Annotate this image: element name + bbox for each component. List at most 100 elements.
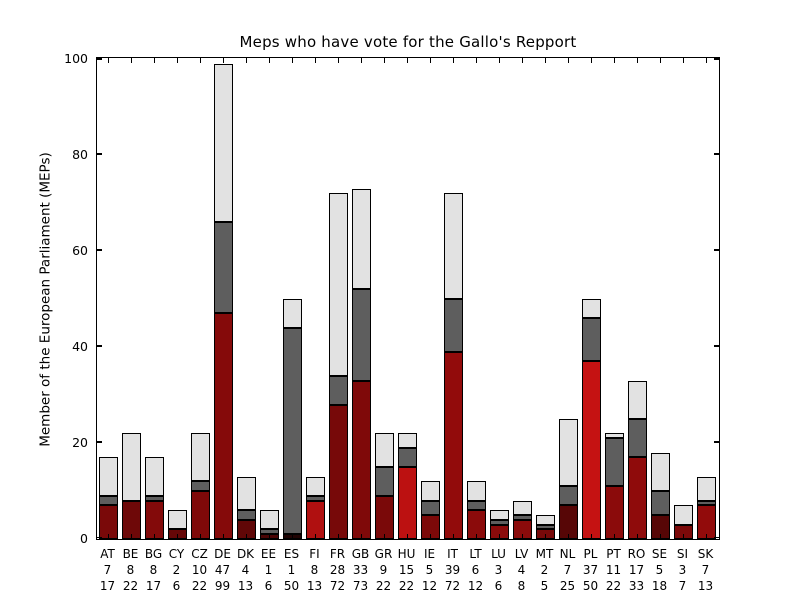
- bar-GB-red-segment: [352, 380, 371, 539]
- bar-FI-lightgray-segment: [306, 476, 325, 496]
- bar-ES-darkgray-segment: [283, 327, 302, 535]
- y-tick-label-40: 40: [72, 338, 88, 354]
- x-tick-bottom: [153, 534, 156, 539]
- x-tick-top: [199, 58, 202, 63]
- bar-PL-darkgray-segment: [582, 318, 601, 362]
- y-tick-label-100: 100: [64, 50, 88, 66]
- x-tick-bottom: [314, 534, 317, 539]
- bar-ES-lightgray-segment: [283, 299, 302, 328]
- chart-title: Meps who have vote for the Gallo's Reppo…: [239, 33, 577, 51]
- bar-EE-lightgray-segment: [260, 510, 279, 530]
- x-tick-bottom: [107, 534, 110, 539]
- y-tick-right: [714, 249, 719, 251]
- x-tick-label-EE: EE 1 6: [260, 547, 277, 593]
- bar-MT-darkgray-segment: [536, 524, 555, 530]
- x-tick-label-SK: SK 7 13: [697, 547, 714, 593]
- bar-DK-darkgray-segment: [237, 510, 256, 520]
- x-tick-top: [314, 58, 317, 63]
- x-tick-bottom: [406, 534, 409, 539]
- bar-AT-darkgray-segment: [99, 495, 118, 506]
- x-tick-top: [636, 58, 639, 63]
- bar-IT-lightgray-segment: [444, 193, 463, 299]
- y-tick-right: [714, 58, 719, 60]
- bar-BG-lightgray-segment: [145, 457, 164, 496]
- x-tick-top: [682, 58, 685, 63]
- bar-DE-lightgray-segment: [214, 63, 233, 223]
- x-tick-bottom: [498, 534, 501, 539]
- bar-GB-darkgray-segment: [352, 289, 371, 381]
- bar-SK-darkgray-segment: [697, 500, 716, 506]
- x-tick-bottom: [590, 534, 593, 539]
- bar-GR-darkgray-segment: [375, 467, 394, 496]
- bar-PT-darkgray-segment: [605, 438, 624, 487]
- x-tick-label-GB: GB 33 73: [351, 547, 370, 593]
- x-tick-label-LV: LV 4 8: [514, 547, 529, 593]
- bar-GR-red-segment: [375, 495, 394, 539]
- bar-NL-lightgray-segment: [559, 419, 578, 487]
- x-tick-bottom: [360, 534, 363, 539]
- x-tick-bottom: [544, 534, 547, 539]
- y-tick-label-80: 80: [72, 146, 88, 162]
- x-tick-label-MT: MT 2 5: [535, 547, 554, 593]
- y-tick-left: [97, 345, 102, 347]
- x-tick-label-FI: FI 8 13: [306, 547, 323, 593]
- bar-EE-darkgray-segment: [260, 529, 279, 535]
- bar-DE-red-segment: [214, 313, 233, 539]
- x-tick-bottom: [452, 534, 455, 539]
- x-tick-label-AT: AT 7 17: [99, 547, 116, 593]
- bar-PL-red-segment: [582, 361, 601, 539]
- x-tick-label-HU: HU 15 22: [397, 547, 416, 593]
- x-tick-label-SI: SI 3 7: [676, 547, 689, 593]
- bar-FR-red-segment: [329, 404, 348, 539]
- x-tick-bottom: [222, 534, 225, 539]
- bar-FR-darkgray-segment: [329, 375, 348, 405]
- x-tick-top: [452, 58, 455, 63]
- bar-PT-red-segment: [605, 486, 624, 539]
- bar-LT-lightgray-segment: [467, 481, 486, 501]
- x-tick-label-PT: PT 11 22: [605, 547, 622, 593]
- x-tick-label-FR: FR 28 72: [329, 547, 346, 593]
- bar-DE-darkgray-segment: [214, 222, 233, 314]
- x-tick-bottom: [659, 534, 662, 539]
- x-tick-label-DK: DK 4 13: [236, 547, 255, 593]
- bar-FR-lightgray-segment: [329, 193, 348, 376]
- bar-IE-lightgray-segment: [421, 481, 440, 501]
- x-tick-top: [590, 58, 593, 63]
- x-tick-label-DE: DE 47 99: [214, 547, 231, 593]
- x-tick-bottom: [521, 534, 524, 539]
- x-tick-top: [153, 58, 156, 63]
- x-tick-bottom: [268, 534, 271, 539]
- bar-IT-darkgray-segment: [444, 299, 463, 352]
- y-tick-right: [714, 345, 719, 347]
- x-tick-bottom: [705, 534, 708, 539]
- x-tick-bottom: [613, 534, 616, 539]
- x-tick-label-ES: ES 1 50: [283, 547, 300, 593]
- bar-IT-red-segment: [444, 351, 463, 539]
- x-tick-bottom: [475, 534, 478, 539]
- bar-GB-lightgray-segment: [352, 188, 371, 290]
- bar-PT-lightgray-segment: [605, 433, 624, 439]
- x-tick-top: [544, 58, 547, 63]
- x-tick-top: [567, 58, 570, 63]
- bar-CY-lightgray-segment: [168, 510, 187, 530]
- bar-LV-lightgray-segment: [513, 500, 532, 515]
- bar-RO-red-segment: [628, 457, 647, 539]
- bar-LV-darkgray-segment: [513, 515, 532, 520]
- plot-area: [96, 57, 720, 540]
- x-tick-label-IT: IT 39 72: [444, 547, 461, 593]
- x-tick-label-IE: IE 5 12: [421, 547, 438, 593]
- bar-BE-lightgray-segment: [122, 433, 141, 501]
- x-tick-label-BE: BE 8 22: [122, 547, 139, 593]
- y-tick-left: [97, 58, 102, 60]
- x-tick-top: [429, 58, 432, 63]
- y-tick-label-20: 20: [72, 434, 88, 450]
- x-tick-label-RO: RO 17 33: [627, 547, 646, 593]
- x-tick-top: [337, 58, 340, 63]
- x-tick-label-PL: PL 37 50: [582, 547, 599, 593]
- bar-RO-lightgray-segment: [628, 380, 647, 419]
- x-tick-top: [107, 58, 110, 63]
- bar-NL-darkgray-segment: [559, 486, 578, 506]
- y-tick-left: [97, 536, 102, 538]
- x-tick-bottom: [567, 534, 570, 539]
